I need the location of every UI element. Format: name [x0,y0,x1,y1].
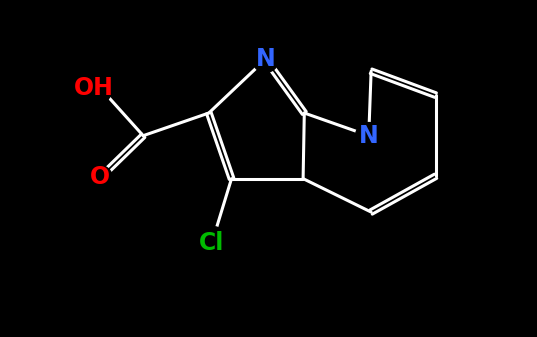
Text: Cl: Cl [199,231,224,255]
Circle shape [252,46,279,72]
Circle shape [76,70,112,106]
Text: N: N [256,47,275,71]
Text: N: N [359,124,379,148]
Circle shape [88,165,112,189]
Text: O: O [90,165,110,189]
Circle shape [355,123,382,149]
Text: OH: OH [74,76,114,100]
Circle shape [195,226,229,260]
